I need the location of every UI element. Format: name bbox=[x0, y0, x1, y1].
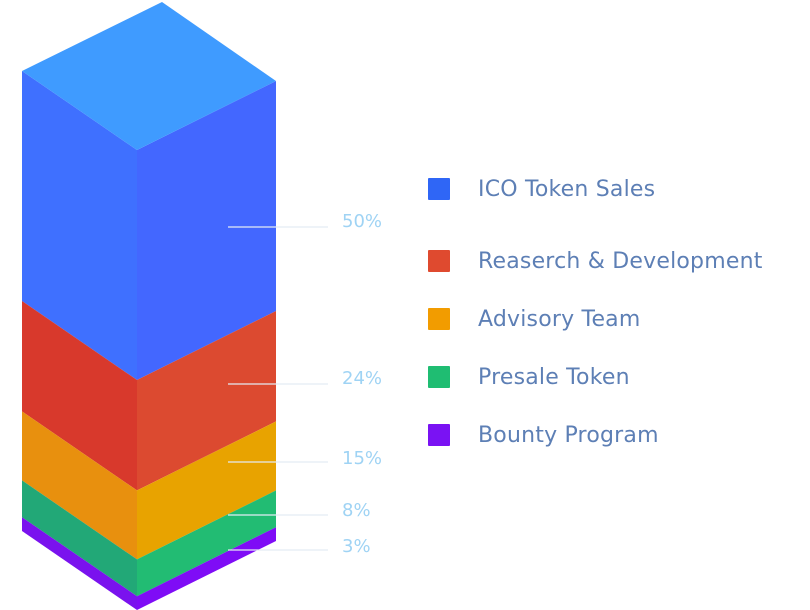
legend-swatch-ico-token-sales bbox=[428, 178, 450, 200]
legend-item-ico-token-sales: ICO Token Sales bbox=[428, 174, 763, 204]
percent-label-ico-token-sales: 50% bbox=[342, 211, 382, 232]
legend-label-presale-token: Presale Token bbox=[478, 364, 630, 390]
bar-right-face-ico-token-sales bbox=[137, 81, 276, 380]
legend-label-advisory-team: Advisory Team bbox=[478, 306, 641, 332]
legend-item-bounty-program: Bounty Program bbox=[428, 406, 763, 464]
legend-item-presale-token: Presale Token bbox=[428, 348, 763, 406]
percent-label-presale-token: 8% bbox=[342, 500, 371, 521]
legend-label-research-development: Reaserch & Development bbox=[478, 248, 763, 274]
legend-swatch-advisory-team bbox=[428, 308, 450, 330]
bar-top-face bbox=[22, 2, 276, 150]
percent-label-advisory-team: 15% bbox=[342, 448, 382, 469]
bar-left-face-presale-token bbox=[22, 480, 137, 597]
percent-label-bounty-program: 3% bbox=[342, 536, 371, 557]
legend-item-advisory-team: Advisory Team bbox=[428, 290, 763, 348]
bar-left-face-reaserch-development bbox=[22, 301, 137, 491]
legend-swatch-presale-token bbox=[428, 366, 450, 388]
chart-legend: ICO Token Sales Reaserch & Development A… bbox=[428, 174, 763, 464]
bar-right-face-bounty-program bbox=[137, 527, 276, 610]
legend-label-ico-token-sales: ICO Token Sales bbox=[478, 176, 656, 202]
bar-right-face-presale-token bbox=[137, 490, 276, 597]
percent-label-reaserch-development: 24% bbox=[342, 368, 382, 389]
legend-swatch-bounty-program bbox=[428, 424, 450, 446]
bar-right-face-reaserch-development bbox=[137, 311, 276, 491]
legend-swatch-research-development bbox=[428, 250, 450, 272]
bar-left-face-bounty-program bbox=[22, 517, 137, 610]
legend-label-bounty-program: Bounty Program bbox=[478, 422, 659, 448]
bar-left-face-advisory-team bbox=[22, 411, 137, 560]
bar-right-face-advisory-team bbox=[137, 421, 276, 560]
legend-item-research-development: Reaserch & Development bbox=[428, 232, 763, 290]
bar-left-face-ico-token-sales bbox=[22, 71, 137, 380]
